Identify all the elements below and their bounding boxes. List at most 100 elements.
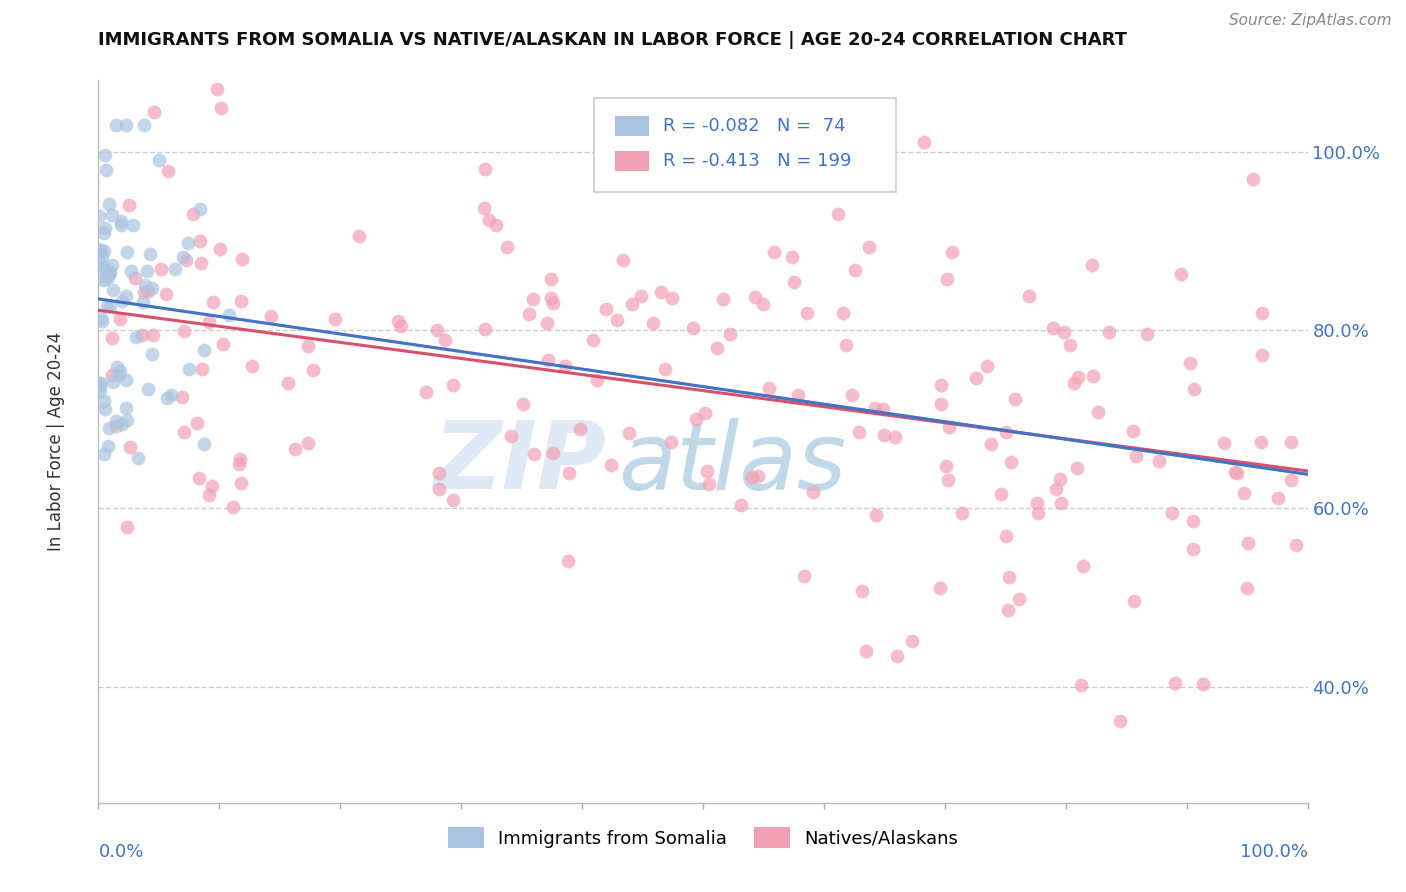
Point [120,440,142,454]
Point [1070,678,1092,692]
Point [661,291,683,305]
FancyBboxPatch shape [595,98,897,193]
Point [1178,356,1201,370]
Point [685,412,707,426]
Point [97,267,120,281]
Point [209,101,232,115]
Point [94,162,117,177]
Point [198,488,221,502]
Point [98,264,121,278]
Point [912,136,935,150]
Point [929,378,952,392]
Point [193,437,215,451]
Point [110,218,132,232]
Point [1182,514,1205,528]
Text: R = -0.082   N =  74: R = -0.082 N = 74 [664,117,846,135]
Point [172,391,194,405]
Point [136,264,159,278]
Point [101,283,124,297]
Point [496,240,519,254]
Point [682,320,704,334]
Point [231,294,253,309]
Point [231,252,253,266]
Point [995,425,1018,439]
Point [415,385,437,400]
Point [1163,675,1185,690]
Point [120,264,142,278]
Point [297,338,319,352]
Point [537,353,560,368]
Point [478,212,501,227]
Point [93,272,115,286]
Point [1109,714,1132,728]
Point [138,247,160,261]
Point [557,554,579,568]
Point [998,569,1021,583]
Point [97,439,120,453]
Point [641,316,664,330]
Point [104,419,127,434]
Point [1059,338,1081,352]
Point [980,437,1002,451]
Point [160,388,183,402]
Point [872,401,894,416]
Point [558,466,581,480]
Point [94,261,117,276]
Point [512,397,534,411]
Point [93,447,115,461]
Point [472,202,495,216]
Point [499,428,522,442]
Point [711,293,734,307]
Point [747,469,769,483]
Point [886,648,908,663]
Point [127,450,149,465]
Point [111,293,134,308]
Point [654,362,676,376]
Point [744,290,766,304]
Point [89,243,111,257]
Point [93,226,115,240]
Point [115,520,138,534]
Point [389,318,412,333]
Point [101,330,124,344]
Point [89,379,111,393]
Point [229,475,252,490]
Point [1160,506,1182,520]
Point [87,209,110,223]
Point [1053,326,1076,340]
Point [851,583,873,598]
Point [124,271,146,285]
Point [718,327,741,342]
Point [541,446,564,460]
Point [540,272,562,286]
Point [1000,455,1022,469]
Point [1071,559,1094,574]
Point [108,368,131,382]
Point [93,244,115,258]
Point [91,260,114,275]
Point [115,412,138,426]
Point [115,289,138,303]
Point [1081,369,1104,384]
Point [1087,405,1109,419]
Point [132,294,155,309]
Point [96,299,118,313]
Point [136,284,159,298]
Point [124,330,146,344]
Point [155,391,177,405]
Point [349,229,371,244]
Point [209,242,232,256]
Point [1081,258,1104,272]
Point [1123,593,1146,607]
Point [706,341,728,355]
Point [143,104,166,119]
Point [240,359,263,374]
Point [832,306,855,320]
Point [835,338,858,352]
Point [699,477,721,491]
Point [693,406,716,420]
Point [429,482,451,496]
Point [730,498,752,512]
Point [387,313,409,327]
Point [936,272,959,286]
